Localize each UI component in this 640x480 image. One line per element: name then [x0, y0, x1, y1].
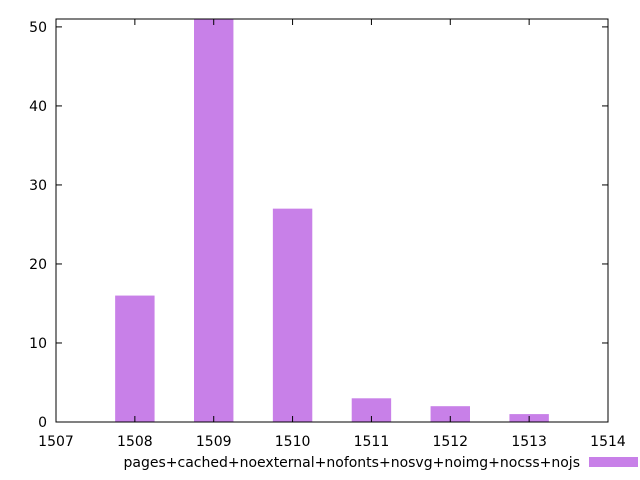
legend: pages+cached+noexternal+nofonts+nosvg+no…: [124, 455, 638, 471]
bar-1510: [272, 208, 313, 422]
y-tick-label: 40: [29, 99, 47, 115]
plot-frame: [55, 18, 609, 423]
bar-1512: [430, 406, 470, 422]
x-tick-label: 1508: [117, 434, 153, 450]
x-tick-label: 1510: [275, 434, 311, 450]
y-tick-label: 10: [29, 336, 47, 352]
legend-label: pages+cached+noexternal+nofonts+nosvg+no…: [124, 455, 580, 471]
x-tick-label: 1511: [354, 434, 390, 450]
x-tick-label: 1514: [590, 434, 626, 450]
legend-swatch: [589, 457, 638, 467]
x-tick-label: 1513: [511, 434, 547, 450]
x-tick-label: 1509: [196, 434, 232, 450]
y-tick-label: 30: [29, 178, 47, 194]
axis-ticks: 1507 1508 1509 1510 1511 1512 1513 1514 0 10 20 30 4…: [29, 19, 626, 450]
x-tick-label: 1512: [432, 434, 468, 450]
y-tick-label: 20: [29, 257, 47, 273]
bar-1509: [194, 19, 234, 422]
bar-1511: [351, 398, 392, 422]
bars: [115, 19, 549, 422]
y-tick-label: 0: [38, 415, 47, 431]
y-tick-label: 50: [29, 20, 47, 36]
x-tick-label: 1507: [38, 434, 74, 450]
bar-1508: [115, 295, 155, 422]
